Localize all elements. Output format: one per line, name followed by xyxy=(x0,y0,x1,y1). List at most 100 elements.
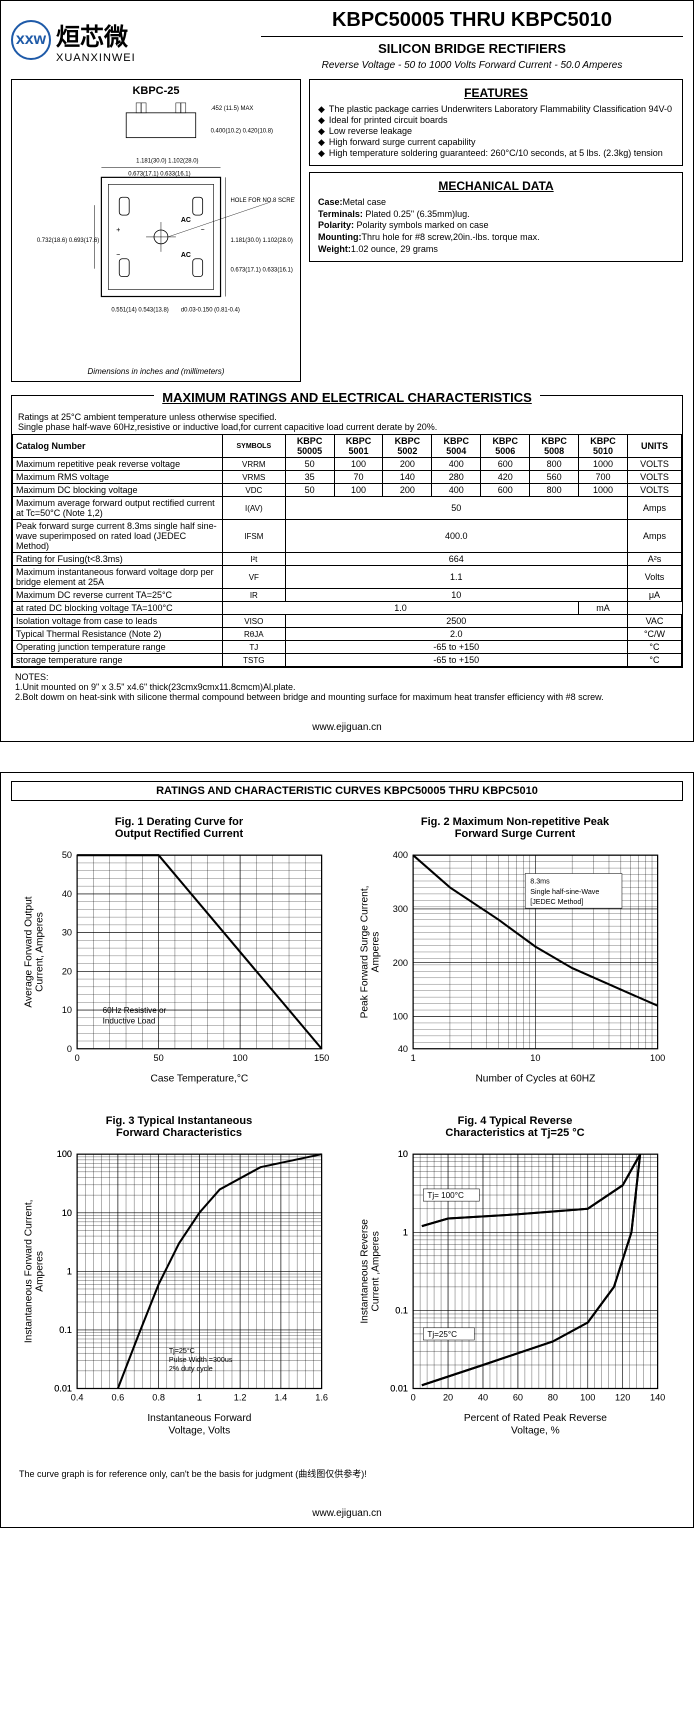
svg-text:0.551(14) 0.543(13.8): 0.551(14) 0.543(13.8) xyxy=(111,307,168,313)
svg-text:0.400(10.2) 0.420(10.8): 0.400(10.2) 0.420(10.8) xyxy=(211,129,273,135)
package-title: KBPC-25 xyxy=(17,85,295,97)
note-line: 1.Unit mounted on 9" x 3.5" x4.6" thick(… xyxy=(15,682,679,692)
svg-text:Current, Amperes: Current, Amperes xyxy=(34,912,45,992)
svg-text:Instantaneous Reverse: Instantaneous Reverse xyxy=(359,1218,370,1323)
svg-text:Instantaneous Forward Current,: Instantaneous Forward Current, xyxy=(23,1199,34,1343)
fig4: Fig. 4 Typical Reverse Characteristics a… xyxy=(352,1115,678,1444)
svg-text:10: 10 xyxy=(530,1053,540,1063)
dim-note: Dimensions in inches and (millimeters) xyxy=(17,367,295,376)
logo-en: XUANXINWEI xyxy=(56,52,136,64)
svg-text:0.673(17.1) 0.633(16.1): 0.673(17.1) 0.633(16.1) xyxy=(230,268,292,274)
mech-pol-label: Polarity: xyxy=(318,220,354,230)
svg-text:1.4: 1.4 xyxy=(275,1392,288,1402)
svg-text:8.3ms: 8.3ms xyxy=(530,878,550,886)
feature-item: ◆High forward surge current capability xyxy=(318,137,674,148)
svg-text:80: 80 xyxy=(548,1392,558,1402)
svg-text:[JEDEC Method]: [JEDEC Method] xyxy=(530,898,583,906)
fig2: Fig. 2 Maximum Non-repetitive Peak Forwa… xyxy=(352,816,678,1105)
svg-text:Pulse Width =300us: Pulse Width =300us xyxy=(169,1356,233,1364)
svg-text:0.8: 0.8 xyxy=(152,1392,165,1402)
mechanical-box: MECHANICAL DATA Case:Metal case Terminal… xyxy=(309,172,683,262)
svg-text:Tj=25°C: Tj=25°C xyxy=(427,1330,457,1339)
svg-text:40: 40 xyxy=(398,1044,408,1054)
svg-text:0.1: 0.1 xyxy=(59,1325,72,1335)
svg-text:Voltage, Volts: Voltage, Volts xyxy=(169,1425,231,1436)
notes: NOTES: 1.Unit mounted on 9" x 3.5" x4.6"… xyxy=(11,672,683,702)
svg-text:1: 1 xyxy=(67,1266,72,1276)
svg-text:400: 400 xyxy=(393,850,408,860)
svg-text:0.01: 0.01 xyxy=(54,1383,72,1393)
mech-weight: 1.02 ounce, 29 grams xyxy=(351,244,438,254)
svg-text:30: 30 xyxy=(62,928,72,938)
ratings-title: MAXIMUM RATINGS AND ELECTRICAL CHARACTER… xyxy=(154,390,540,405)
logo-mark: xxw xyxy=(16,31,46,49)
svg-text:AC: AC xyxy=(181,217,191,224)
page-2: RATINGS AND CHARACTERISTIC CURVES KBPC50… xyxy=(0,772,694,1528)
svg-text:Amperes: Amperes xyxy=(34,1251,45,1292)
svg-text:1.2: 1.2 xyxy=(234,1392,247,1402)
svg-text:0.1: 0.1 xyxy=(395,1305,408,1315)
svg-text:40: 40 xyxy=(62,889,72,899)
subtitle: SILICON BRIDGE RECTIFIERS xyxy=(261,41,683,56)
svg-text:20: 20 xyxy=(443,1392,453,1402)
mech-term: Plated 0.25" (6.35mm)lug. xyxy=(363,209,470,219)
feature-item: ◆Low reverse leakage xyxy=(318,126,674,137)
svg-text:100: 100 xyxy=(650,1053,665,1063)
svg-text:0.673(17.1) 0.633(16.1): 0.673(17.1) 0.633(16.1) xyxy=(128,171,190,177)
curves-title: RATINGS AND CHARACTERISTIC CURVES KBPC50… xyxy=(11,781,683,801)
svg-text:100: 100 xyxy=(57,1149,72,1159)
fig3-title: Fig. 3 Typical Instantaneous Forward Cha… xyxy=(16,1115,342,1139)
svg-text:Average Forward Output: Average Forward Output xyxy=(23,896,34,1007)
svg-text:0.732(18.6) 0.693(17.6): 0.732(18.6) 0.693(17.6) xyxy=(37,238,99,244)
svg-text:100: 100 xyxy=(580,1392,595,1402)
svg-text:0.01: 0.01 xyxy=(390,1383,408,1393)
svg-text:d0.03-0.150 (0.81-0.4): d0.03-0.150 (0.81-0.4) xyxy=(181,307,240,313)
logo-cn: 烜芯微 xyxy=(56,17,136,52)
mech-mount-label: Mounting: xyxy=(318,232,361,242)
svg-text:20: 20 xyxy=(62,966,72,976)
svg-text:.452 (11.5) MAX: .452 (11.5) MAX xyxy=(211,106,254,112)
svg-text:120: 120 xyxy=(615,1392,630,1402)
svg-text:Current ,Amperes: Current ,Amperes xyxy=(370,1231,381,1311)
ratings-table: Catalog NumberSYMBOLSKBPC50005KBPC5001KB… xyxy=(12,434,682,667)
svg-text:+: + xyxy=(116,227,120,234)
svg-text:1: 1 xyxy=(197,1392,202,1402)
logo-icon: xxw xyxy=(11,20,51,60)
ref-note: The curve graph is for reference only, c… xyxy=(11,1459,683,1488)
svg-text:100: 100 xyxy=(393,1012,408,1022)
logo: xxw 烜芯微 XUANXINWEI xyxy=(11,9,261,71)
svg-text:Instantaneous Forward: Instantaneous Forward xyxy=(147,1413,251,1424)
svg-text:AC: AC xyxy=(181,252,191,259)
svg-text:Amperes: Amperes xyxy=(370,932,381,973)
svg-text:200: 200 xyxy=(393,958,408,968)
feature-item: ◆The plastic package carries Underwriter… xyxy=(318,104,674,115)
package-diagram: KBPC-25 .452 (11.5) MAX 0.400(10.2) 0.42… xyxy=(11,79,301,382)
fig1: Fig. 1 Derating Curve for Output Rectifi… xyxy=(16,816,342,1105)
svg-text:Case Temperature,°C: Case Temperature,°C xyxy=(151,1073,249,1084)
svg-text:Peak Forward Surge Current,: Peak Forward Surge Current, xyxy=(359,886,370,1019)
svg-text:Tj=25°C: Tj=25°C xyxy=(169,1347,195,1355)
svg-text:~: ~ xyxy=(116,252,120,259)
feature-item: ◆High temperature soldering guaranteed: … xyxy=(318,148,674,159)
svg-text:0: 0 xyxy=(75,1053,80,1063)
notes-title: NOTES: xyxy=(15,672,679,682)
svg-text:Inductive Load: Inductive Load xyxy=(103,1016,156,1025)
svg-text:Voltage, %: Voltage, % xyxy=(511,1425,560,1436)
svg-text:50: 50 xyxy=(62,850,72,860)
footer: www.ejiguan.cn xyxy=(11,722,683,733)
main-title: KBPC50005 THRU KBPC5010 xyxy=(261,9,683,32)
mech-pol: Polarity symbols marked on case xyxy=(354,220,489,230)
specs: Reverse Voltage - 50 to 1000 Volts Forwa… xyxy=(261,60,683,71)
fig3: Fig. 3 Typical Instantaneous Forward Cha… xyxy=(16,1115,342,1444)
svg-text:150: 150 xyxy=(314,1053,329,1063)
svg-text:Single half-sine-Wave: Single half-sine-Wave xyxy=(530,888,599,896)
svg-text:1: 1 xyxy=(403,1227,408,1237)
svg-text:Tj= 100°C: Tj= 100°C xyxy=(427,1191,464,1200)
svg-text:0: 0 xyxy=(411,1392,416,1402)
fig2-title: Fig. 2 Maximum Non-repetitive Peak Forwa… xyxy=(352,816,678,840)
note-line: 2.Bolt dowm on heat-sink with silicone t… xyxy=(15,692,679,702)
svg-text:40: 40 xyxy=(478,1392,488,1402)
svg-text:100: 100 xyxy=(232,1053,247,1063)
features-title: FEATURES xyxy=(318,86,674,100)
svg-text:~: ~ xyxy=(201,227,205,234)
